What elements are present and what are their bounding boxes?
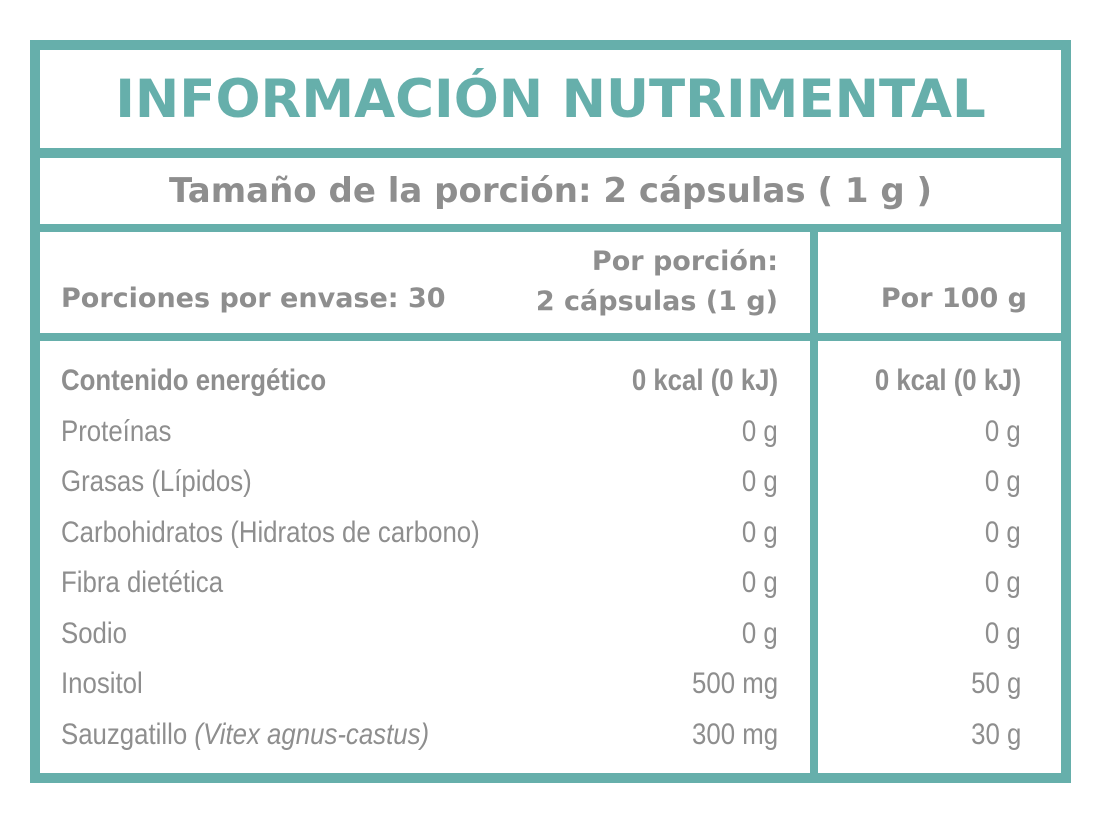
table-row: Carbohidratos (Hidratos de carbono) 0 g … — [40, 515, 1061, 566]
nutrient-label: Proteínas — [61, 414, 172, 448]
per-100g-value: 50 g — [970, 667, 1021, 700]
title-row: INFORMACIÓN NUTRIMENTAL — [40, 50, 1061, 158]
table-row: Sauzgatillo (Vitex agnus-castus) 300 mg … — [40, 717, 1061, 768]
serving-size-row: Tamaño de la porción: 2 cápsulas ( 1 g ) — [40, 158, 1061, 232]
per-serving-value: 0 g — [742, 465, 778, 498]
per-serving-value: 0 g — [742, 566, 778, 599]
per-serving-value: 300 mg — [691, 717, 778, 751]
nutrient-label: Contenido energético — [61, 364, 327, 397]
per-serving-value: 0 kcal (0 kJ) — [631, 364, 778, 397]
nutrient-label: Sodio — [61, 616, 127, 650]
per-serving-header-line1: Por porción: — [591, 246, 778, 277]
per-100g-value: 0 g — [985, 515, 1021, 549]
servings-per-container: Porciones por envase: 30 — [61, 283, 446, 314]
per-100g-value: 0 g — [985, 414, 1021, 448]
nutrient-rows: Contenido energético 0 kcal (0 kJ) 0 kca… — [40, 363, 1061, 767]
table-row: Inositol 500 mg 50 g — [40, 666, 1061, 717]
nutrient-label: Grasas (Lípidos) — [61, 465, 252, 498]
per-100g-value: 0 g — [985, 566, 1021, 599]
per-100g-value: 0 g — [985, 465, 1021, 498]
nutrient-label: Fibra dietética — [61, 566, 224, 599]
nutrient-label-group: Sauzgatillo (Vitex agnus-castus) — [61, 717, 429, 753]
per-serving-value: 0 g — [742, 414, 778, 448]
per-100g-value: 0 g — [985, 616, 1021, 650]
table-row: Grasas (Lípidos) 0 g 0 g — [40, 464, 1061, 515]
column-divider — [810, 232, 818, 783]
table-row: Sodio 0 g 0 g — [40, 616, 1061, 667]
nutrient-label: Carbohidratos (Hidratos de carbono) — [61, 515, 480, 549]
table-row: Proteínas 0 g 0 g — [40, 414, 1061, 465]
nutrition-facts-panel: INFORMACIÓN NUTRIMENTAL Tamaño de la por… — [30, 40, 1071, 783]
table-row: Contenido energético 0 kcal (0 kJ) 0 kca… — [40, 363, 1061, 414]
per-100g-value: 30 g — [970, 717, 1021, 751]
per-serving-value: 500 mg — [691, 667, 778, 700]
nutrient-label: Inositol — [61, 667, 143, 700]
per-serving-value: 0 g — [742, 515, 778, 549]
panel-title: INFORMACIÓN NUTRIMENTAL — [115, 68, 986, 130]
per-100g-value: 0 kcal (0 kJ) — [874, 364, 1021, 397]
nutrient-label: Sauzgatillo — [61, 717, 188, 751]
per-serving-value: 0 g — [742, 616, 778, 650]
nutrient-scientific-name: (Vitex agnus-castus) — [194, 717, 430, 751]
per-100g-header: Por 100 g — [880, 283, 1027, 314]
per-serving-header-line2: 2 cápsulas (1 g) — [535, 286, 778, 317]
serving-size: Tamaño de la porción: 2 cápsulas ( 1 g ) — [168, 171, 933, 211]
column-header-row: Porciones por envase: 30 Por porción: 2 … — [40, 232, 1061, 341]
per-serving-header: Por porción: 2 cápsulas (1 g) — [536, 242, 778, 322]
table-row: Fibra dietética 0 g 0 g — [40, 565, 1061, 616]
